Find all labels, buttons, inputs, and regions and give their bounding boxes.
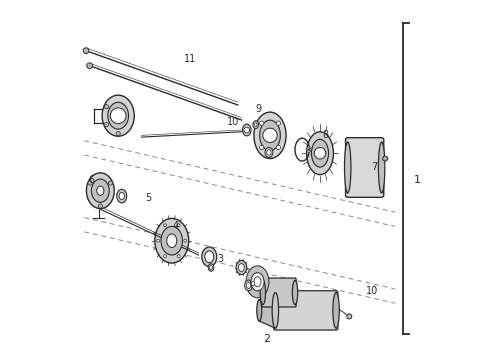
Ellipse shape	[378, 142, 385, 193]
Ellipse shape	[250, 280, 256, 288]
Ellipse shape	[272, 293, 279, 328]
Circle shape	[104, 105, 109, 109]
Circle shape	[164, 224, 167, 227]
Text: 2: 2	[263, 334, 270, 344]
Circle shape	[276, 121, 280, 125]
Ellipse shape	[344, 142, 351, 193]
Text: 6: 6	[88, 175, 95, 185]
Ellipse shape	[260, 280, 266, 305]
Circle shape	[347, 314, 352, 319]
Ellipse shape	[253, 121, 259, 129]
Circle shape	[87, 63, 93, 68]
Ellipse shape	[257, 300, 262, 321]
Circle shape	[383, 156, 388, 161]
Ellipse shape	[202, 247, 217, 267]
Ellipse shape	[246, 266, 269, 298]
Ellipse shape	[254, 112, 286, 158]
Circle shape	[244, 127, 249, 133]
Text: 5: 5	[146, 193, 152, 203]
Ellipse shape	[265, 148, 273, 157]
Text: 10: 10	[366, 286, 378, 296]
Ellipse shape	[293, 280, 298, 305]
Text: 1: 1	[414, 175, 420, 185]
Ellipse shape	[243, 124, 251, 136]
Circle shape	[110, 108, 126, 123]
Circle shape	[314, 148, 326, 159]
Ellipse shape	[210, 266, 213, 270]
Ellipse shape	[117, 189, 127, 203]
Circle shape	[263, 128, 277, 143]
Circle shape	[177, 255, 180, 258]
Text: 9: 9	[255, 104, 261, 114]
Ellipse shape	[260, 120, 280, 150]
Circle shape	[104, 122, 109, 127]
Text: 10: 10	[227, 117, 240, 127]
Ellipse shape	[254, 277, 261, 287]
Ellipse shape	[102, 95, 134, 136]
FancyBboxPatch shape	[273, 291, 338, 330]
Ellipse shape	[333, 293, 339, 328]
Ellipse shape	[252, 282, 255, 286]
Circle shape	[276, 145, 280, 150]
Circle shape	[157, 239, 160, 242]
Circle shape	[184, 239, 187, 242]
Circle shape	[83, 48, 89, 54]
Ellipse shape	[267, 150, 271, 155]
Ellipse shape	[254, 123, 257, 126]
Ellipse shape	[155, 219, 189, 263]
Circle shape	[177, 224, 180, 227]
Ellipse shape	[167, 234, 177, 248]
Circle shape	[116, 131, 121, 136]
Ellipse shape	[92, 179, 109, 202]
Ellipse shape	[236, 260, 247, 275]
Text: 8: 8	[322, 130, 328, 140]
Ellipse shape	[251, 273, 264, 291]
Ellipse shape	[312, 139, 329, 167]
Ellipse shape	[161, 226, 182, 255]
Ellipse shape	[208, 264, 214, 271]
Ellipse shape	[205, 251, 214, 263]
Polygon shape	[259, 293, 275, 328]
Circle shape	[164, 255, 167, 258]
Circle shape	[260, 121, 264, 125]
Ellipse shape	[245, 280, 252, 291]
Text: 7: 7	[371, 162, 377, 172]
Circle shape	[108, 181, 113, 185]
Ellipse shape	[307, 132, 333, 175]
Text: 11: 11	[184, 54, 196, 64]
Circle shape	[260, 145, 264, 150]
Ellipse shape	[119, 193, 124, 200]
Circle shape	[98, 204, 102, 208]
Ellipse shape	[86, 173, 114, 208]
FancyBboxPatch shape	[262, 278, 296, 307]
Ellipse shape	[251, 273, 264, 291]
Text: 4: 4	[172, 221, 178, 231]
Ellipse shape	[97, 186, 104, 195]
FancyBboxPatch shape	[345, 138, 384, 197]
Ellipse shape	[108, 102, 128, 129]
Ellipse shape	[239, 264, 245, 271]
Circle shape	[88, 181, 92, 185]
Text: 3: 3	[217, 253, 223, 264]
Ellipse shape	[246, 283, 251, 288]
